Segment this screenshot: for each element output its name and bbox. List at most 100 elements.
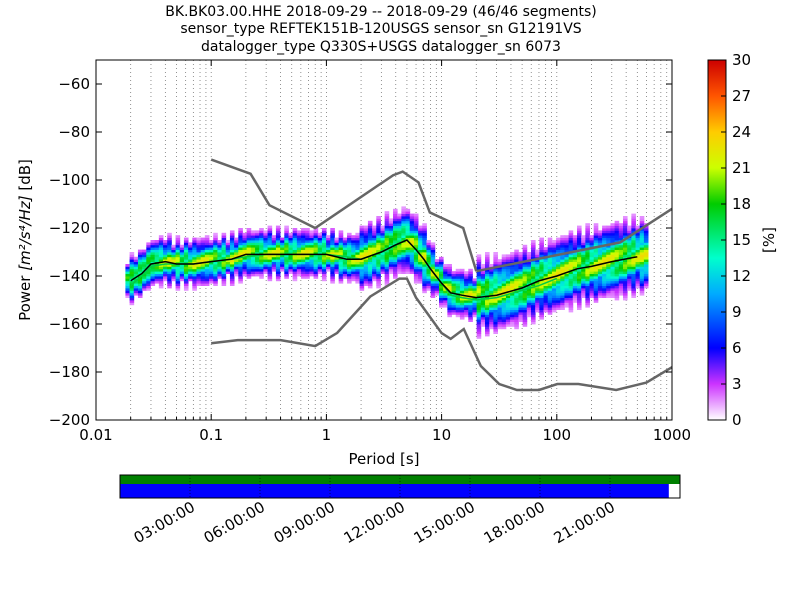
heatmap-cell: [593, 276, 599, 279]
heatmap-cell: [376, 235, 381, 238]
heatmap-cell: [363, 249, 369, 253]
heatmap-cell: [393, 266, 398, 270]
heatmap-cell: [627, 228, 632, 231]
heatmap-cell: [338, 247, 344, 250]
heatmap-cell: [405, 264, 411, 267]
heatmap-cell: [522, 244, 528, 248]
heatmap-cell: [355, 276, 360, 279]
colorbar-label: [%]: [760, 227, 778, 253]
heatmap-cell: [443, 264, 448, 267]
heatmap-cell: [372, 259, 377, 262]
heatmap-cell: [158, 283, 164, 286]
heatmap-cell: [531, 309, 536, 313]
heatmap-cell: [188, 271, 193, 274]
heatmap-cell: [393, 247, 398, 250]
heatmap-cell: [434, 261, 440, 265]
heatmap-cell: [493, 259, 498, 262]
heatmap-cell: [359, 264, 365, 267]
heatmap-cell: [397, 249, 402, 253]
heatmap-cell: [568, 259, 574, 262]
heatmap-cell: [305, 240, 310, 243]
heatmap-cell: [376, 230, 381, 234]
heatmap-cell: [363, 237, 369, 241]
heatmap-cell: [167, 235, 172, 238]
heatmap-cell: [531, 300, 536, 303]
heatmap-cell: [560, 285, 565, 289]
heatmap-cell: [384, 213, 390, 217]
heatmap-cell: [313, 252, 319, 255]
heatmap-cell: [196, 249, 202, 253]
heatmap-cell: [610, 225, 616, 229]
heatmap-cell: [154, 256, 160, 260]
heatmap-cell: [167, 254, 172, 258]
heatmap-cell: [367, 242, 373, 246]
heatmap-cell: [217, 242, 222, 246]
heatmap-cell: [133, 292, 139, 296]
heatmap-cell: [526, 280, 532, 284]
heatmap-cell: [347, 276, 352, 279]
heatmap-cell: [175, 285, 181, 289]
heatmap-cell: [129, 300, 135, 303]
heatmap-cell: [610, 283, 616, 286]
heatmap-cell: [326, 235, 331, 238]
heatmap-cell: [581, 295, 586, 298]
heatmap-cell: [585, 249, 590, 253]
heatmap-cell: [614, 249, 620, 253]
heatmap-cell: [317, 249, 323, 253]
heatmap-cell: [355, 247, 360, 250]
heatmap-cell: [284, 230, 289, 234]
heatmap-cell: [576, 276, 582, 279]
heatmap-cell: [497, 309, 503, 313]
heatmap-cell: [301, 252, 306, 255]
heatmap-cell: [363, 271, 369, 274]
heatmap-cell: [568, 254, 574, 258]
heatmap-cell: [459, 290, 465, 294]
heatmap-cell: [234, 268, 239, 272]
heatmap-cell: [602, 235, 607, 238]
heatmap-cell: [447, 314, 452, 318]
heatmap-cell: [338, 230, 344, 234]
heatmap-cell: [635, 249, 641, 253]
heatmap-cell: [585, 278, 590, 282]
heatmap-cell: [522, 324, 528, 327]
heatmap-cell: [522, 273, 528, 277]
heatmap-cell: [347, 240, 352, 243]
heatmap-cell: [158, 273, 164, 277]
heatmap-cell: [551, 242, 557, 246]
heatmap-cell: [359, 266, 365, 270]
heatmap-cell: [334, 268, 340, 272]
heatmap-cell: [363, 266, 369, 270]
heatmap-cell: [376, 259, 381, 262]
heatmap-cell: [351, 268, 356, 272]
heatmap-cell: [606, 256, 611, 260]
heatmap-cell: [359, 235, 365, 238]
heatmap-cell: [551, 273, 557, 277]
heatmap-cell: [359, 278, 365, 282]
heatmap-cell: [393, 220, 398, 224]
heatmap-cell: [551, 244, 557, 248]
heatmap-cell: [384, 278, 390, 282]
heatmap-cell: [501, 304, 507, 308]
heatmap-cell: [372, 271, 377, 274]
heatmap-cell: [576, 302, 582, 306]
heatmap-cell: [593, 237, 599, 241]
heatmap-cell: [489, 273, 494, 277]
heatmap-cell: [535, 264, 540, 267]
heatmap-cell: [551, 240, 557, 243]
heatmap-cell: [280, 252, 285, 255]
heatmap-cell: [393, 268, 398, 272]
heatmap-cell: [376, 228, 381, 231]
heatmap-cell: [455, 312, 461, 315]
heatmap-cell: [602, 285, 607, 289]
heatmap-cell: [643, 228, 649, 231]
heatmap-cell: [585, 232, 590, 236]
heatmap-cell: [347, 259, 352, 262]
heatmap-cell: [581, 292, 586, 296]
heatmap-cell: [183, 273, 189, 277]
heatmap-cell: [171, 249, 176, 253]
heatmap-cell: [213, 242, 218, 246]
heatmap-cell: [154, 280, 160, 284]
heatmap-cell: [246, 247, 252, 250]
heatmap-cell: [501, 292, 507, 296]
heatmap-cell: [535, 249, 540, 253]
